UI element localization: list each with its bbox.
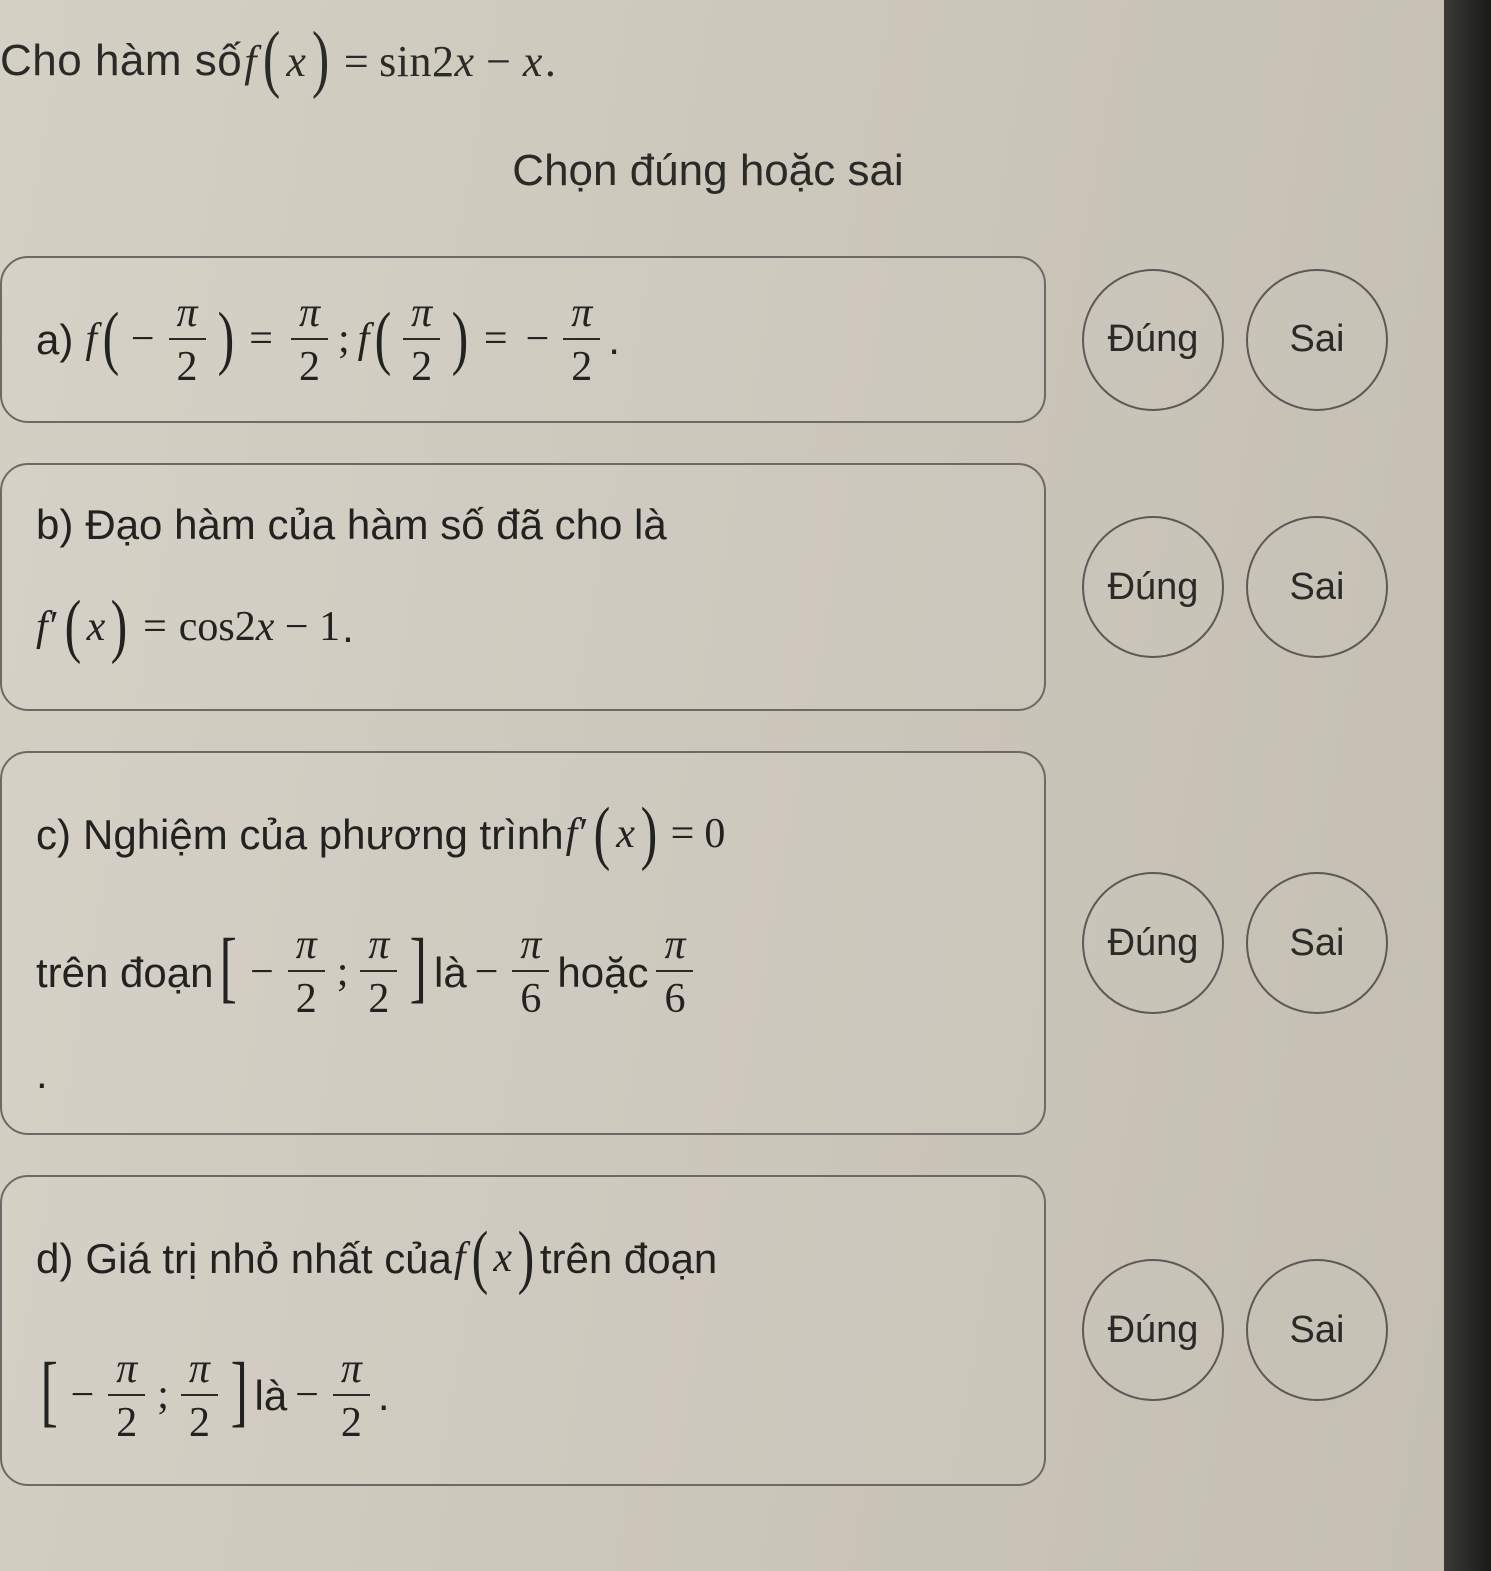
d-fracL: π 2 xyxy=(108,1348,145,1444)
rparen-icon: ) xyxy=(312,16,330,102)
item-d-row: d) Giá trị nhỏ nhất của f ( x ) trên đoạ… xyxy=(0,1175,1416,1486)
d-f: f xyxy=(454,1227,466,1290)
d-vneg: − xyxy=(295,1364,319,1427)
c-p2: trên đoạn xyxy=(36,941,213,1004)
c-s1neg: − xyxy=(475,941,499,1004)
c-f: f xyxy=(566,803,578,866)
lparen-icon: ( xyxy=(471,1203,488,1310)
item-b-buttons: Đúng Sai xyxy=(1082,516,1388,658)
a-frac2: π 2 xyxy=(291,292,328,388)
true-button[interactable]: Đúng xyxy=(1082,269,1224,411)
a-neg2: − xyxy=(526,308,550,371)
c-fracS1: π 6 xyxy=(512,924,549,1020)
lbracket-icon: [ xyxy=(41,1332,58,1452)
item-d-buttons: Đúng Sai xyxy=(1082,1259,1388,1401)
item-b-card: b) Đạo hàm của hàm số đã cho là f ′ ( x … xyxy=(0,463,1046,711)
stem-prefix: Cho hàm số xyxy=(0,36,242,86)
b-x: x xyxy=(87,596,106,659)
c-zero: 0 xyxy=(704,803,725,866)
a-period: . xyxy=(608,308,620,371)
false-button[interactable]: Sai xyxy=(1246,872,1388,1014)
problem-stem: Cho hàm số f ( x ) = sin2x − x . xyxy=(0,0,1416,128)
c-fracR: π 2 xyxy=(360,924,397,1020)
true-button[interactable]: Đúng xyxy=(1082,1259,1224,1401)
a-frac1: π 2 xyxy=(169,292,206,388)
d-p2: trên đoạn xyxy=(540,1227,717,1290)
a-frac4: π 2 xyxy=(563,292,600,388)
item-d-label: d) xyxy=(36,1227,73,1290)
rbracket-icon: ] xyxy=(410,908,427,1028)
b-period: . xyxy=(342,596,354,659)
true-button[interactable]: Đúng xyxy=(1082,872,1224,1014)
stem-f: f xyxy=(244,36,257,87)
d-p1: Giá trị nhỏ nhất của xyxy=(85,1227,452,1290)
a-f2: f xyxy=(358,308,370,371)
c-fracS2: π 6 xyxy=(656,924,693,1020)
rbracket-icon: ] xyxy=(231,1332,248,1452)
rparen-icon: ) xyxy=(518,1203,535,1310)
c-semi: ; xyxy=(337,941,349,1004)
c-la: là xyxy=(434,941,467,1004)
d-lneg: − xyxy=(71,1364,95,1427)
true-button[interactable]: Đúng xyxy=(1082,516,1224,658)
period: . xyxy=(545,36,557,87)
rparen-icon: ) xyxy=(452,284,469,391)
false-button[interactable]: Sai xyxy=(1246,269,1388,411)
item-b-row: b) Đạo hàm của hàm số đã cho là f ′ ( x … xyxy=(0,463,1416,711)
b-prime: ′ xyxy=(50,596,59,659)
item-b-label: b) xyxy=(36,493,73,556)
c-period: . xyxy=(36,1042,48,1105)
d-fracR: π 2 xyxy=(181,1348,218,1444)
lparen-icon: ( xyxy=(594,779,611,886)
b-line1: Đạo hàm của hàm số đã cho là xyxy=(85,493,666,556)
rparen-icon: ) xyxy=(640,779,657,886)
stem-rhs: sin2x − x xyxy=(379,36,543,87)
item-a-row: a) f ( − π 2 ) = π 2 ; f ( π 2 xyxy=(0,256,1416,423)
lparen-icon: ( xyxy=(375,284,392,391)
d-fracV: π 2 xyxy=(333,1348,370,1444)
item-c-label: c) xyxy=(36,803,71,866)
b-f: f xyxy=(36,596,48,659)
d-x: x xyxy=(493,1227,512,1290)
c-lneg: − xyxy=(250,941,274,1004)
rparen-icon: ) xyxy=(111,572,128,679)
item-c-buttons: Đúng Sai xyxy=(1082,872,1388,1014)
item-a-label: a) xyxy=(36,308,73,371)
lparen-icon: ( xyxy=(64,572,81,679)
c-p1: Nghiệm của phương trình xyxy=(83,803,564,866)
a-sep: ; xyxy=(338,308,350,371)
d-period: . xyxy=(378,1364,390,1427)
a-f1: f xyxy=(85,308,97,371)
a-frac3: π 2 xyxy=(403,292,440,388)
false-button[interactable]: Sai xyxy=(1246,1259,1388,1401)
false-button[interactable]: Sai xyxy=(1246,516,1388,658)
c-prime: ′ xyxy=(579,803,588,866)
instruction: Chọn đúng hoặc sai xyxy=(0,146,1416,196)
b-rhs: cos2x − 1 xyxy=(179,596,340,659)
item-a-card: a) f ( − π 2 ) = π 2 ; f ( π 2 xyxy=(0,256,1046,423)
item-c-card: c) Nghiệm của phương trình f ′ ( x ) = 0… xyxy=(0,751,1046,1135)
item-a-buttons: Đúng Sai xyxy=(1082,269,1388,411)
c-eq0: = xyxy=(671,803,695,866)
a-neg1: − xyxy=(131,308,155,371)
stem-x: x xyxy=(286,36,306,87)
rparen-icon: ) xyxy=(217,284,234,391)
c-x: x xyxy=(616,803,635,866)
item-d-card: d) Giá trị nhỏ nhất của f ( x ) trên đoạ… xyxy=(0,1175,1046,1486)
page: Cho hàm số f ( x ) = sin2x − x . Chọn đú… xyxy=(0,0,1444,1571)
d-semi: ; xyxy=(157,1364,169,1427)
c-fracL: π 2 xyxy=(288,924,325,1020)
a-eq1: = xyxy=(249,308,273,371)
lparen-icon: ( xyxy=(263,16,281,102)
b-eq: = xyxy=(143,596,167,659)
c-or: hoặc xyxy=(557,941,648,1004)
d-la: là xyxy=(255,1364,288,1427)
eq: = xyxy=(344,36,369,87)
lparen-icon: ( xyxy=(103,284,120,391)
item-c-row: c) Nghiệm của phương trình f ′ ( x ) = 0… xyxy=(0,751,1416,1135)
a-eq2: = xyxy=(484,308,508,371)
right-edge xyxy=(1444,0,1491,1571)
lbracket-icon: [ xyxy=(220,908,237,1028)
